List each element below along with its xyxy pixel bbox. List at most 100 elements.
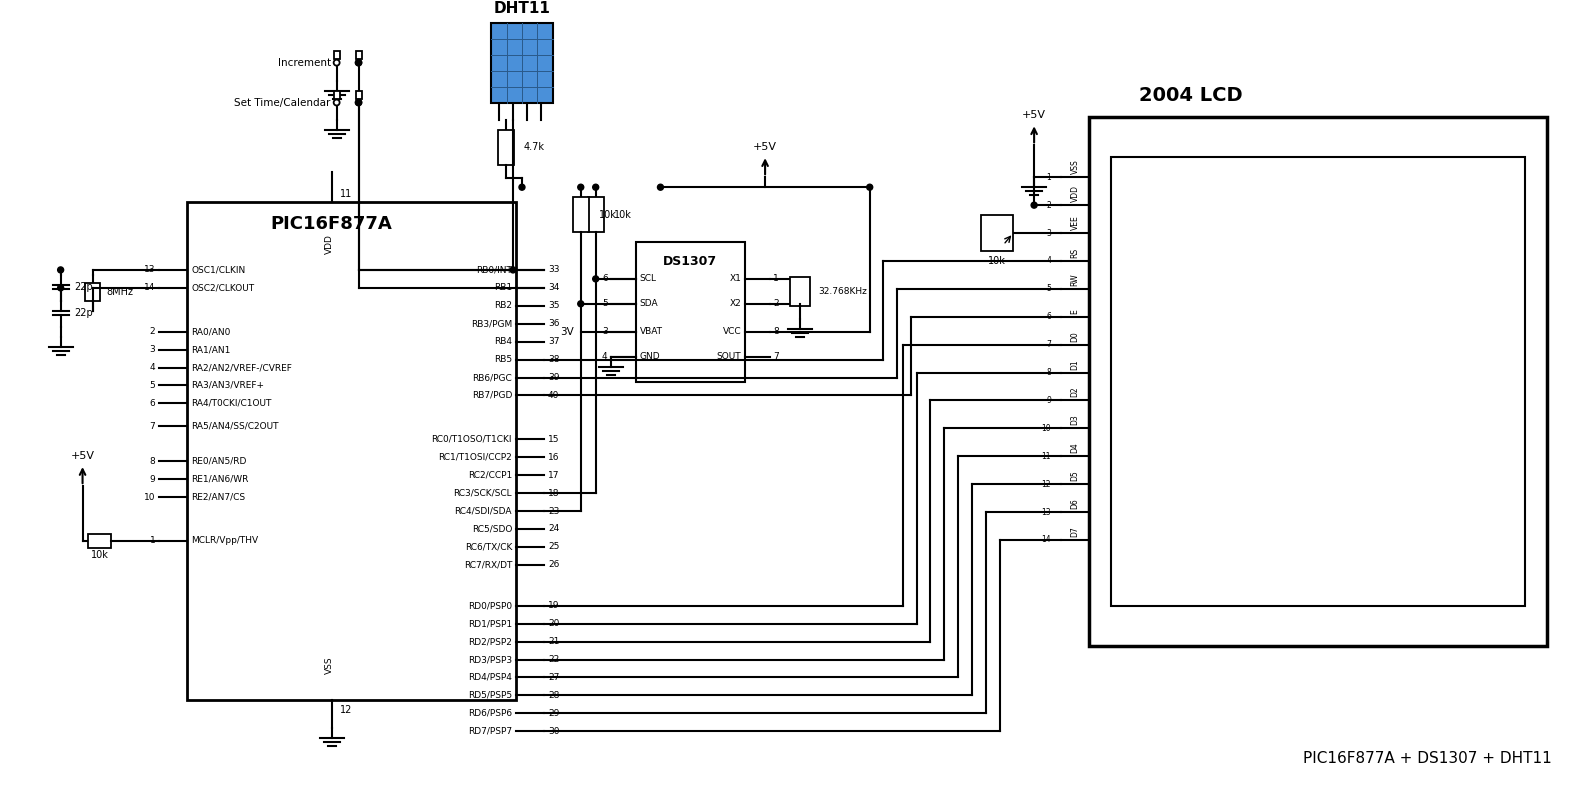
Text: 34: 34: [548, 283, 559, 292]
Text: 4: 4: [602, 352, 608, 361]
Text: 32.768KHz: 32.768KHz: [818, 287, 867, 296]
Text: RS: RS: [1071, 248, 1079, 258]
Text: DS1307: DS1307: [664, 255, 717, 269]
Text: 14: 14: [1041, 535, 1051, 545]
Text: 20: 20: [548, 619, 559, 628]
Text: DHT11: DHT11: [493, 2, 550, 16]
Text: RC1/T1OSI/CCP2: RC1/T1OSI/CCP2: [438, 453, 512, 462]
Text: RD3/PSP3: RD3/PSP3: [468, 655, 512, 664]
Text: RD1/PSP1: RD1/PSP1: [468, 619, 512, 628]
Text: 29: 29: [548, 709, 559, 718]
Text: 18: 18: [548, 489, 559, 498]
Text: D4: D4: [1071, 442, 1079, 454]
Text: RC2/CCP1: RC2/CCP1: [468, 470, 512, 480]
Bar: [1089, 118, 1547, 646]
Bar: [87, 534, 112, 548]
Text: 28: 28: [548, 691, 559, 700]
Text: 3: 3: [150, 345, 155, 354]
Text: Increment: Increment: [278, 58, 330, 68]
Text: RB2: RB2: [495, 302, 512, 310]
Text: SCL: SCL: [640, 274, 657, 283]
Circle shape: [356, 60, 362, 66]
Text: 9: 9: [150, 474, 155, 484]
Circle shape: [867, 184, 872, 190]
Text: OSC2/CLKOUT: OSC2/CLKOUT: [191, 283, 254, 292]
Text: 26: 26: [548, 560, 559, 570]
Text: 6: 6: [1046, 312, 1051, 322]
Text: SDA: SDA: [640, 299, 659, 308]
Text: VSS: VSS: [325, 657, 333, 674]
Text: 13: 13: [144, 266, 155, 274]
Text: 8: 8: [150, 457, 155, 466]
Text: 1: 1: [1046, 173, 1051, 182]
Bar: [85, 283, 101, 301]
Bar: [574, 197, 589, 232]
Text: RD7/PSP7: RD7/PSP7: [468, 726, 512, 736]
Text: 15: 15: [548, 435, 559, 444]
Text: 8: 8: [773, 327, 779, 336]
Text: D1: D1: [1071, 359, 1079, 370]
Text: 14: 14: [144, 283, 155, 292]
Text: 27: 27: [548, 673, 559, 682]
Text: 16: 16: [548, 453, 559, 462]
Text: 2: 2: [1046, 201, 1051, 210]
Bar: [588, 197, 604, 232]
Text: RA1/AN1: RA1/AN1: [191, 345, 231, 354]
Bar: [498, 130, 514, 166]
Text: 6: 6: [602, 274, 608, 283]
Text: X2: X2: [730, 299, 741, 308]
Text: 8MHz: 8MHz: [106, 287, 133, 297]
Text: RD5/PSP5: RD5/PSP5: [468, 691, 512, 700]
Text: 1: 1: [773, 274, 779, 283]
Text: 5: 5: [150, 381, 155, 390]
Text: X1: X1: [730, 274, 741, 283]
Text: 1: 1: [150, 537, 155, 546]
Circle shape: [578, 301, 583, 306]
Text: RE0/AN5/RD: RE0/AN5/RD: [191, 457, 246, 466]
Text: RD4/PSP4: RD4/PSP4: [468, 673, 512, 682]
Text: 3: 3: [1046, 229, 1051, 238]
Text: 36: 36: [548, 319, 559, 328]
Text: RE2/AN7/CS: RE2/AN7/CS: [191, 493, 245, 502]
Text: RD2/PSP2: RD2/PSP2: [468, 637, 512, 646]
Bar: [186, 202, 517, 700]
Text: 19: 19: [548, 602, 559, 610]
Text: 2: 2: [773, 299, 779, 308]
Text: PIC16F877A: PIC16F877A: [270, 215, 392, 233]
Circle shape: [356, 99, 362, 106]
Text: RC4/SDI/SDA: RC4/SDI/SDA: [455, 506, 512, 515]
Text: RC6/TX/CK: RC6/TX/CK: [465, 542, 512, 551]
Text: 22p: 22p: [74, 308, 93, 318]
Text: RA5/AN4/SS/C2OUT: RA5/AN4/SS/C2OUT: [191, 422, 278, 431]
Text: RA0/AN0: RA0/AN0: [191, 327, 231, 336]
Text: 11: 11: [340, 189, 352, 199]
Text: 10: 10: [144, 493, 155, 502]
Circle shape: [578, 184, 583, 190]
Text: 2: 2: [150, 327, 155, 336]
Text: 8: 8: [1046, 368, 1051, 377]
Bar: [635, 242, 746, 382]
Text: RC3/SCK/SCL: RC3/SCK/SCL: [453, 489, 512, 498]
Text: 6: 6: [150, 399, 155, 408]
Bar: [333, 50, 340, 58]
Text: 25: 25: [548, 542, 559, 551]
Text: 10k: 10k: [613, 210, 632, 220]
Text: VSS: VSS: [1071, 159, 1079, 174]
Text: +5V: +5V: [754, 142, 777, 152]
Text: D6: D6: [1071, 498, 1079, 509]
Text: MCLR/Vpp/THV: MCLR/Vpp/THV: [191, 537, 258, 546]
Text: RD0/PSP0: RD0/PSP0: [468, 602, 512, 610]
Text: RC7/RX/DT: RC7/RX/DT: [463, 560, 512, 570]
Text: RB0/INT: RB0/INT: [476, 266, 512, 274]
Text: RB3/PGM: RB3/PGM: [471, 319, 512, 328]
Text: 40: 40: [548, 391, 559, 400]
Text: RE1/AN6/WR: RE1/AN6/WR: [191, 474, 248, 484]
Text: 37: 37: [548, 337, 559, 346]
Text: VDD: VDD: [1071, 185, 1079, 202]
Text: D3: D3: [1071, 414, 1079, 426]
Bar: [981, 215, 1013, 251]
Text: 7: 7: [150, 422, 155, 431]
Text: 10: 10: [1041, 424, 1051, 433]
Circle shape: [518, 184, 525, 190]
Bar: [356, 90, 362, 98]
